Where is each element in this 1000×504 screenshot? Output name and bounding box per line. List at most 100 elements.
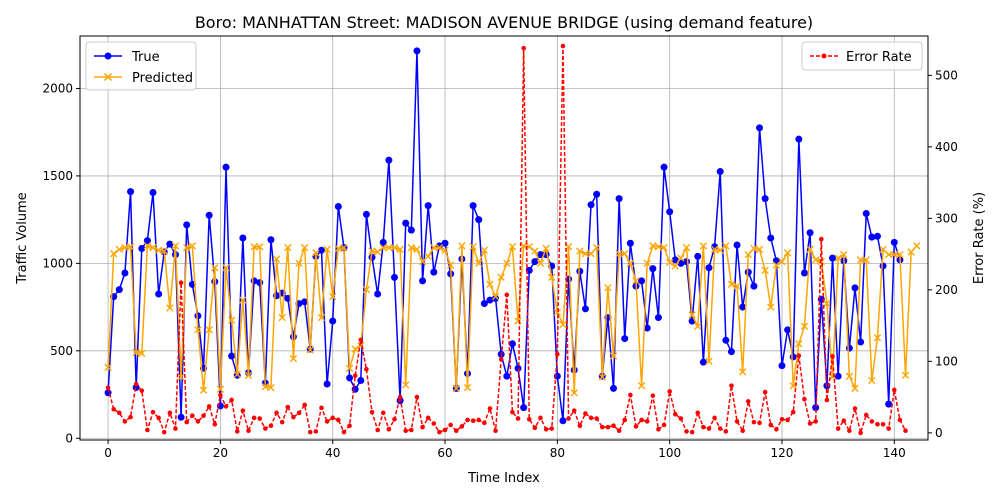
predicted-point (300, 243, 309, 252)
predicted-point (407, 243, 416, 252)
plot-frame (79, 35, 929, 441)
predicted-point (205, 326, 213, 334)
predicted-point (295, 259, 303, 268)
predicted-point (531, 247, 539, 255)
error-point (897, 417, 903, 423)
true-point (407, 226, 415, 234)
predicted-point (379, 243, 387, 252)
predicted-point (570, 389, 578, 397)
predicted-point (121, 243, 129, 252)
predicted-point (587, 250, 595, 258)
error-point (818, 236, 824, 242)
true-point (441, 239, 449, 247)
predicted-point (149, 243, 157, 252)
error-point (785, 417, 790, 423)
y-left-tick-label: 1000 (42, 256, 73, 270)
error-point (156, 415, 161, 421)
error-point (869, 419, 875, 424)
true-point (323, 380, 331, 388)
error-point (639, 417, 644, 423)
predicted-point (317, 313, 326, 322)
predicted-point (396, 245, 404, 254)
predicted-point (901, 371, 910, 379)
predicted-point (722, 242, 730, 250)
error-point (111, 406, 116, 412)
true-point (722, 336, 730, 344)
predicted-point (390, 243, 399, 252)
true-point (615, 195, 623, 203)
error-point (369, 409, 375, 415)
true-point (143, 237, 151, 245)
error-point (611, 423, 616, 428)
y-axis-right-label: Error Rate (%) (972, 192, 987, 284)
predicted-point (239, 296, 247, 304)
true-point (177, 413, 185, 421)
series-predicted (104, 242, 921, 397)
predicted-point (884, 250, 893, 259)
error-point (139, 388, 145, 393)
predicted-point (851, 384, 859, 393)
series-true-line (107, 50, 901, 422)
error-point (195, 419, 201, 424)
legend-error-label: Error Rate (846, 50, 912, 65)
predicted-point (632, 277, 640, 285)
true-point (317, 246, 325, 254)
error-point (706, 426, 712, 431)
true-point (750, 282, 758, 290)
true-point (503, 372, 511, 380)
legend-right-box (801, 41, 923, 71)
true-point (756, 124, 764, 132)
predicted-point (862, 256, 870, 264)
predicted-point (705, 357, 713, 365)
error-point (246, 428, 251, 434)
true-point (570, 366, 578, 374)
predicted-point (199, 386, 208, 394)
y-left-tick-label: 500 (50, 344, 73, 358)
x-axis-label: Time Index (467, 471, 540, 486)
error-point (240, 408, 246, 413)
error-point (330, 415, 336, 421)
predicted-point (694, 322, 702, 331)
error-point (190, 413, 195, 418)
predicted-point (256, 243, 264, 251)
error-point (863, 412, 869, 418)
predicted-point (592, 243, 601, 252)
predicted-point (890, 250, 898, 259)
error-point (510, 409, 515, 415)
true-point (222, 163, 230, 171)
error-point (880, 421, 886, 427)
true-point (868, 233, 876, 241)
error-point (150, 409, 156, 415)
true-point (845, 344, 853, 352)
y-right-tick-label: 400 (935, 140, 958, 154)
error-point (251, 415, 257, 421)
x-tick-label: 0 (104, 446, 112, 460)
series-layer (104, 43, 921, 436)
error-point (504, 292, 510, 298)
predicted-point (446, 261, 455, 269)
true-point (514, 364, 522, 372)
predicted-point (778, 257, 786, 266)
error-point (543, 426, 549, 432)
true-point (346, 374, 354, 382)
error-point (566, 416, 571, 421)
predicted-point (497, 273, 505, 282)
true-point (862, 210, 870, 218)
true-point (834, 372, 842, 380)
predicted-point (710, 245, 719, 254)
error-point (790, 409, 796, 415)
error-point (184, 419, 190, 425)
predicted-point (368, 247, 376, 255)
predicted-point (194, 326, 202, 334)
predicted-point (873, 333, 882, 342)
predicted-point (385, 243, 393, 252)
predicted-point (727, 280, 736, 289)
error-point (482, 420, 487, 426)
predicted-point (823, 299, 831, 308)
true-point (289, 333, 297, 341)
error-point (167, 410, 173, 416)
error-point (521, 45, 526, 51)
true-point (626, 239, 634, 247)
error-point (263, 426, 268, 431)
true-point (789, 353, 797, 361)
